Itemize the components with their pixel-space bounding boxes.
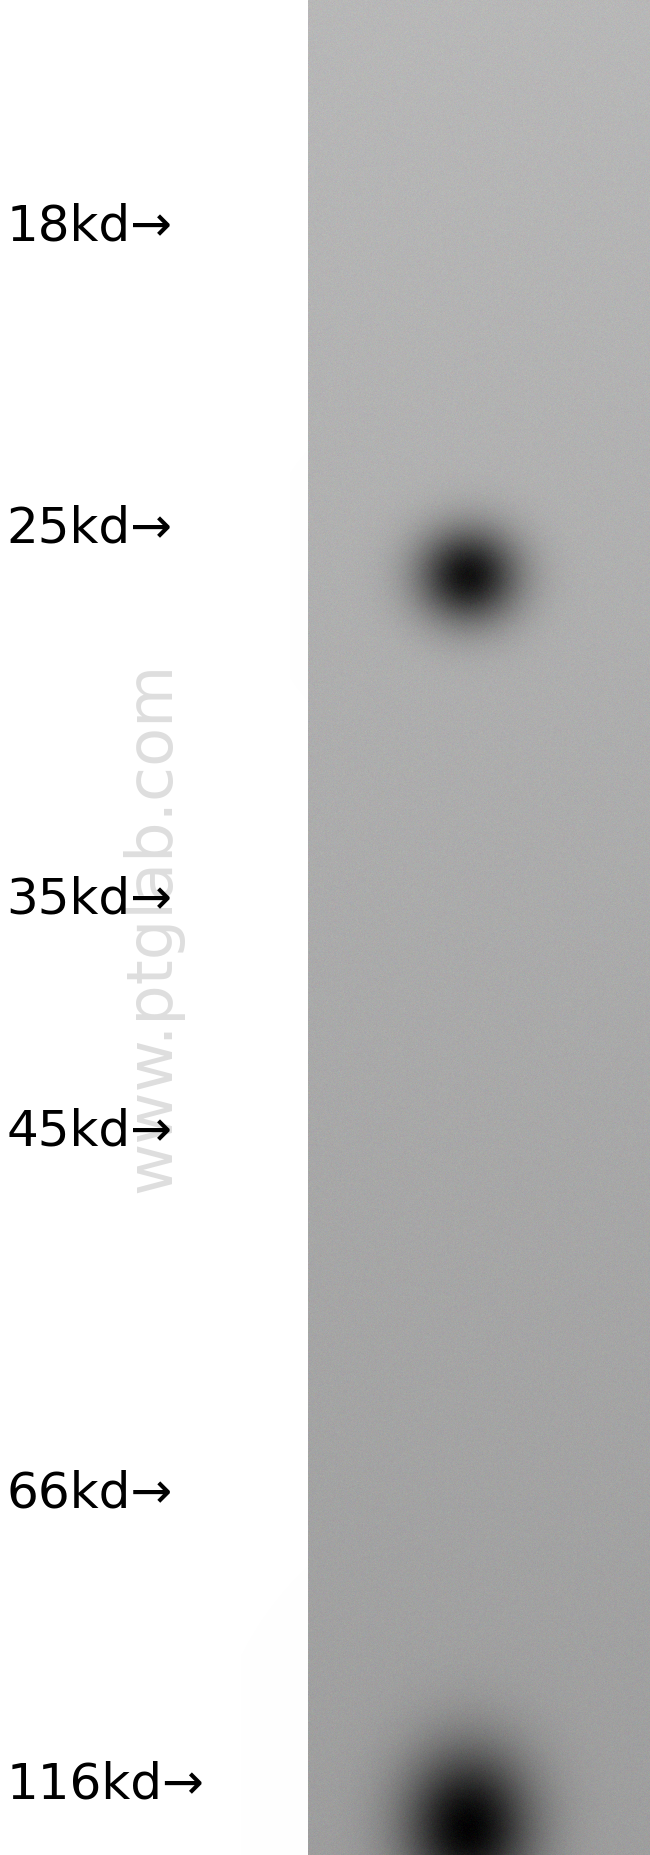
Text: 35kd→: 35kd→ — [6, 876, 172, 924]
Text: www.ptglab.com: www.ptglab.com — [122, 662, 184, 1193]
Text: 45kd→: 45kd→ — [6, 1107, 172, 1156]
Text: 25kd→: 25kd→ — [6, 505, 172, 553]
Bar — [0, 0, 309, 1855]
Text: 66kd→: 66kd→ — [6, 1469, 173, 1517]
Text: 18kd→: 18kd→ — [6, 202, 172, 250]
Text: 116kd→: 116kd→ — [6, 1760, 204, 1809]
